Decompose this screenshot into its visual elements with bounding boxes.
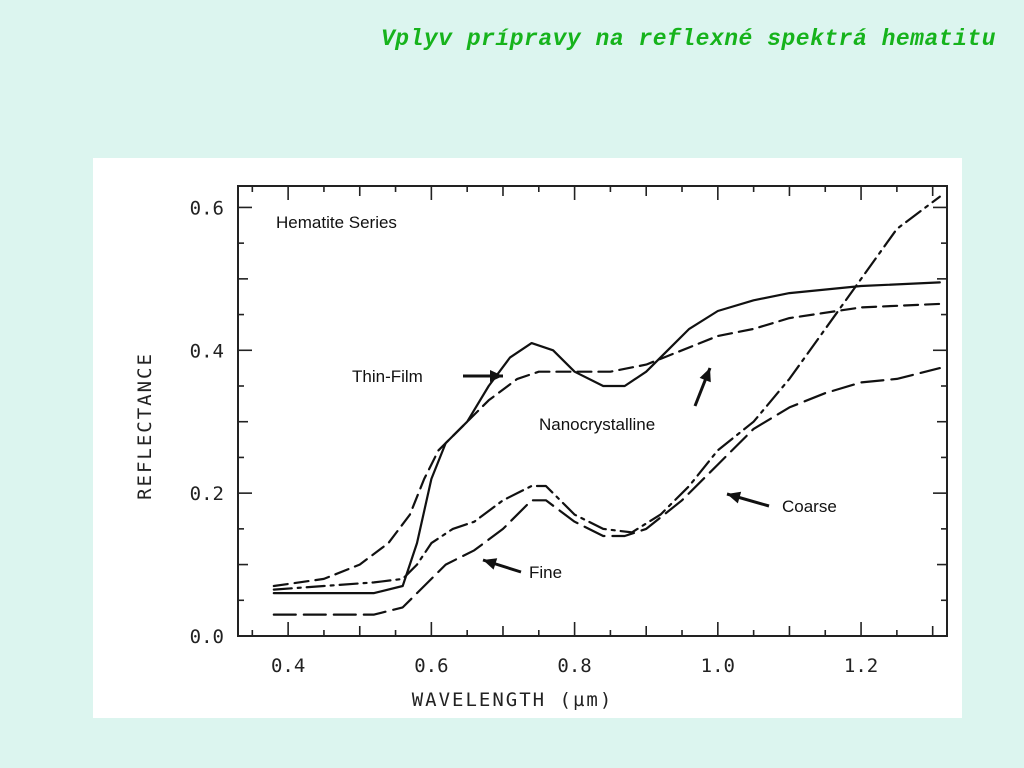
chart-title: Hematite Series xyxy=(276,213,397,232)
x-tick-label: 1.0 xyxy=(701,655,735,677)
series-line-thin-film-line xyxy=(272,281,941,595)
x-tick-label: 0.8 xyxy=(557,655,591,677)
series-line-fine-line xyxy=(272,195,941,591)
arrow-fine-head xyxy=(483,558,498,570)
y-tick-label: 0.2 xyxy=(190,483,224,505)
chart-panel: 0.4 0.6 0.8 1.0 1.2 0.0 0.2 0.4 0.6 WAVELENGTH (µ… xyxy=(93,158,962,718)
x-tick-label: 0.6 xyxy=(414,655,448,677)
arrow-coarse-head xyxy=(727,491,742,504)
y-tick-label: 0.6 xyxy=(190,197,224,219)
x-tick-label: 1.2 xyxy=(844,655,878,677)
label-coarse: Coarse xyxy=(782,497,837,516)
label-nanocrystalline: Nanocrystalline xyxy=(539,415,655,434)
arrow-thin-film-head xyxy=(490,370,503,382)
plot-frame xyxy=(237,185,948,637)
label-fine: Fine xyxy=(529,563,562,582)
y-tick-label: 0.4 xyxy=(190,340,224,362)
series-line-coarse-line xyxy=(272,367,941,616)
label-thin-film: Thin-Film xyxy=(352,367,423,386)
y-axis-label: REFLECTANCE xyxy=(134,352,156,500)
x-tick-label: 0.4 xyxy=(271,655,305,677)
reflectance-chart: 0.4 0.6 0.8 1.0 1.2 0.0 0.2 0.4 0.6 WAVELENGTH (µ… xyxy=(134,185,948,711)
y-tick-label: 0.0 xyxy=(190,626,224,648)
x-axis-label: WAVELENGTH (µm) xyxy=(412,689,614,711)
arrow-nanocrystalline-head xyxy=(699,368,711,383)
slide-title: Vplyv prípravy na reflexné spektrá hemat… xyxy=(381,26,996,52)
series-line-nanocrystalline-line xyxy=(272,302,941,588)
